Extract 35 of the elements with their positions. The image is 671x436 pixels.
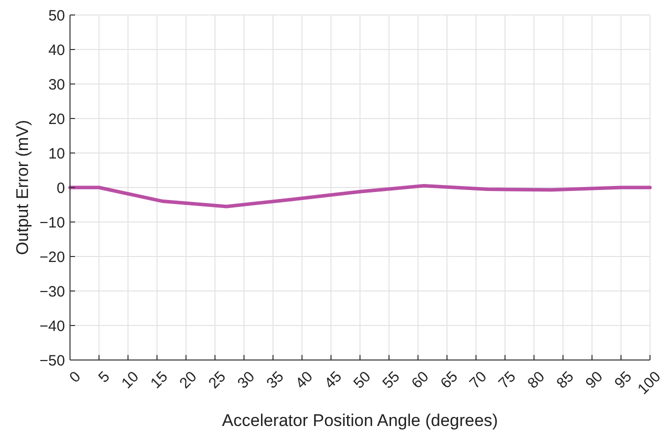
x-tick-label: 10 <box>118 368 142 392</box>
x-tick-label: 50 <box>350 368 374 392</box>
y-tick-label: 50 <box>48 7 65 24</box>
y-tick-label: 10 <box>48 145 65 162</box>
x-tick-label: 20 <box>176 368 200 392</box>
x-tick-label: 15 <box>147 368 172 392</box>
x-tick-label: 35 <box>263 368 288 392</box>
x-tick-label: 55 <box>379 368 404 392</box>
y-tick-label: −20 <box>40 248 65 266</box>
y-axis-title: Output Error (mV) <box>13 120 32 256</box>
x-tick-label: 90 <box>582 368 606 392</box>
y-tick-label: −50 <box>40 352 65 370</box>
y-tick-label: −10 <box>40 214 65 232</box>
x-tick-label: 65 <box>437 368 462 392</box>
x-tick-label: 25 <box>205 368 230 392</box>
y-tick-label: 20 <box>48 110 65 128</box>
x-tick-label: 45 <box>321 368 346 392</box>
x-tick-label: 75 <box>495 368 520 392</box>
x-tick-label: 30 <box>234 368 258 392</box>
x-tick-label: 40 <box>292 368 316 392</box>
x-tick-label: 5 <box>95 368 114 386</box>
x-tick-label: 95 <box>611 368 636 392</box>
y-tick-label: −40 <box>40 318 65 335</box>
x-tick-label: 0 <box>66 368 84 386</box>
line-series <box>68 184 652 208</box>
x-tick-label: 100 <box>634 368 664 398</box>
y-tick-label: 40 <box>48 42 65 59</box>
y-tick-label: 0 <box>56 180 65 197</box>
x-tick-label: 70 <box>466 368 490 392</box>
x-tick-label: 85 <box>553 368 578 392</box>
x-tick-label: 80 <box>524 368 548 392</box>
y-tick-label: 30 <box>48 76 65 94</box>
x-axis-title: Accelerator Position Angle (degrees) <box>222 411 498 430</box>
y-tick-label: −30 <box>40 283 65 300</box>
x-tick-label: 60 <box>408 368 432 392</box>
